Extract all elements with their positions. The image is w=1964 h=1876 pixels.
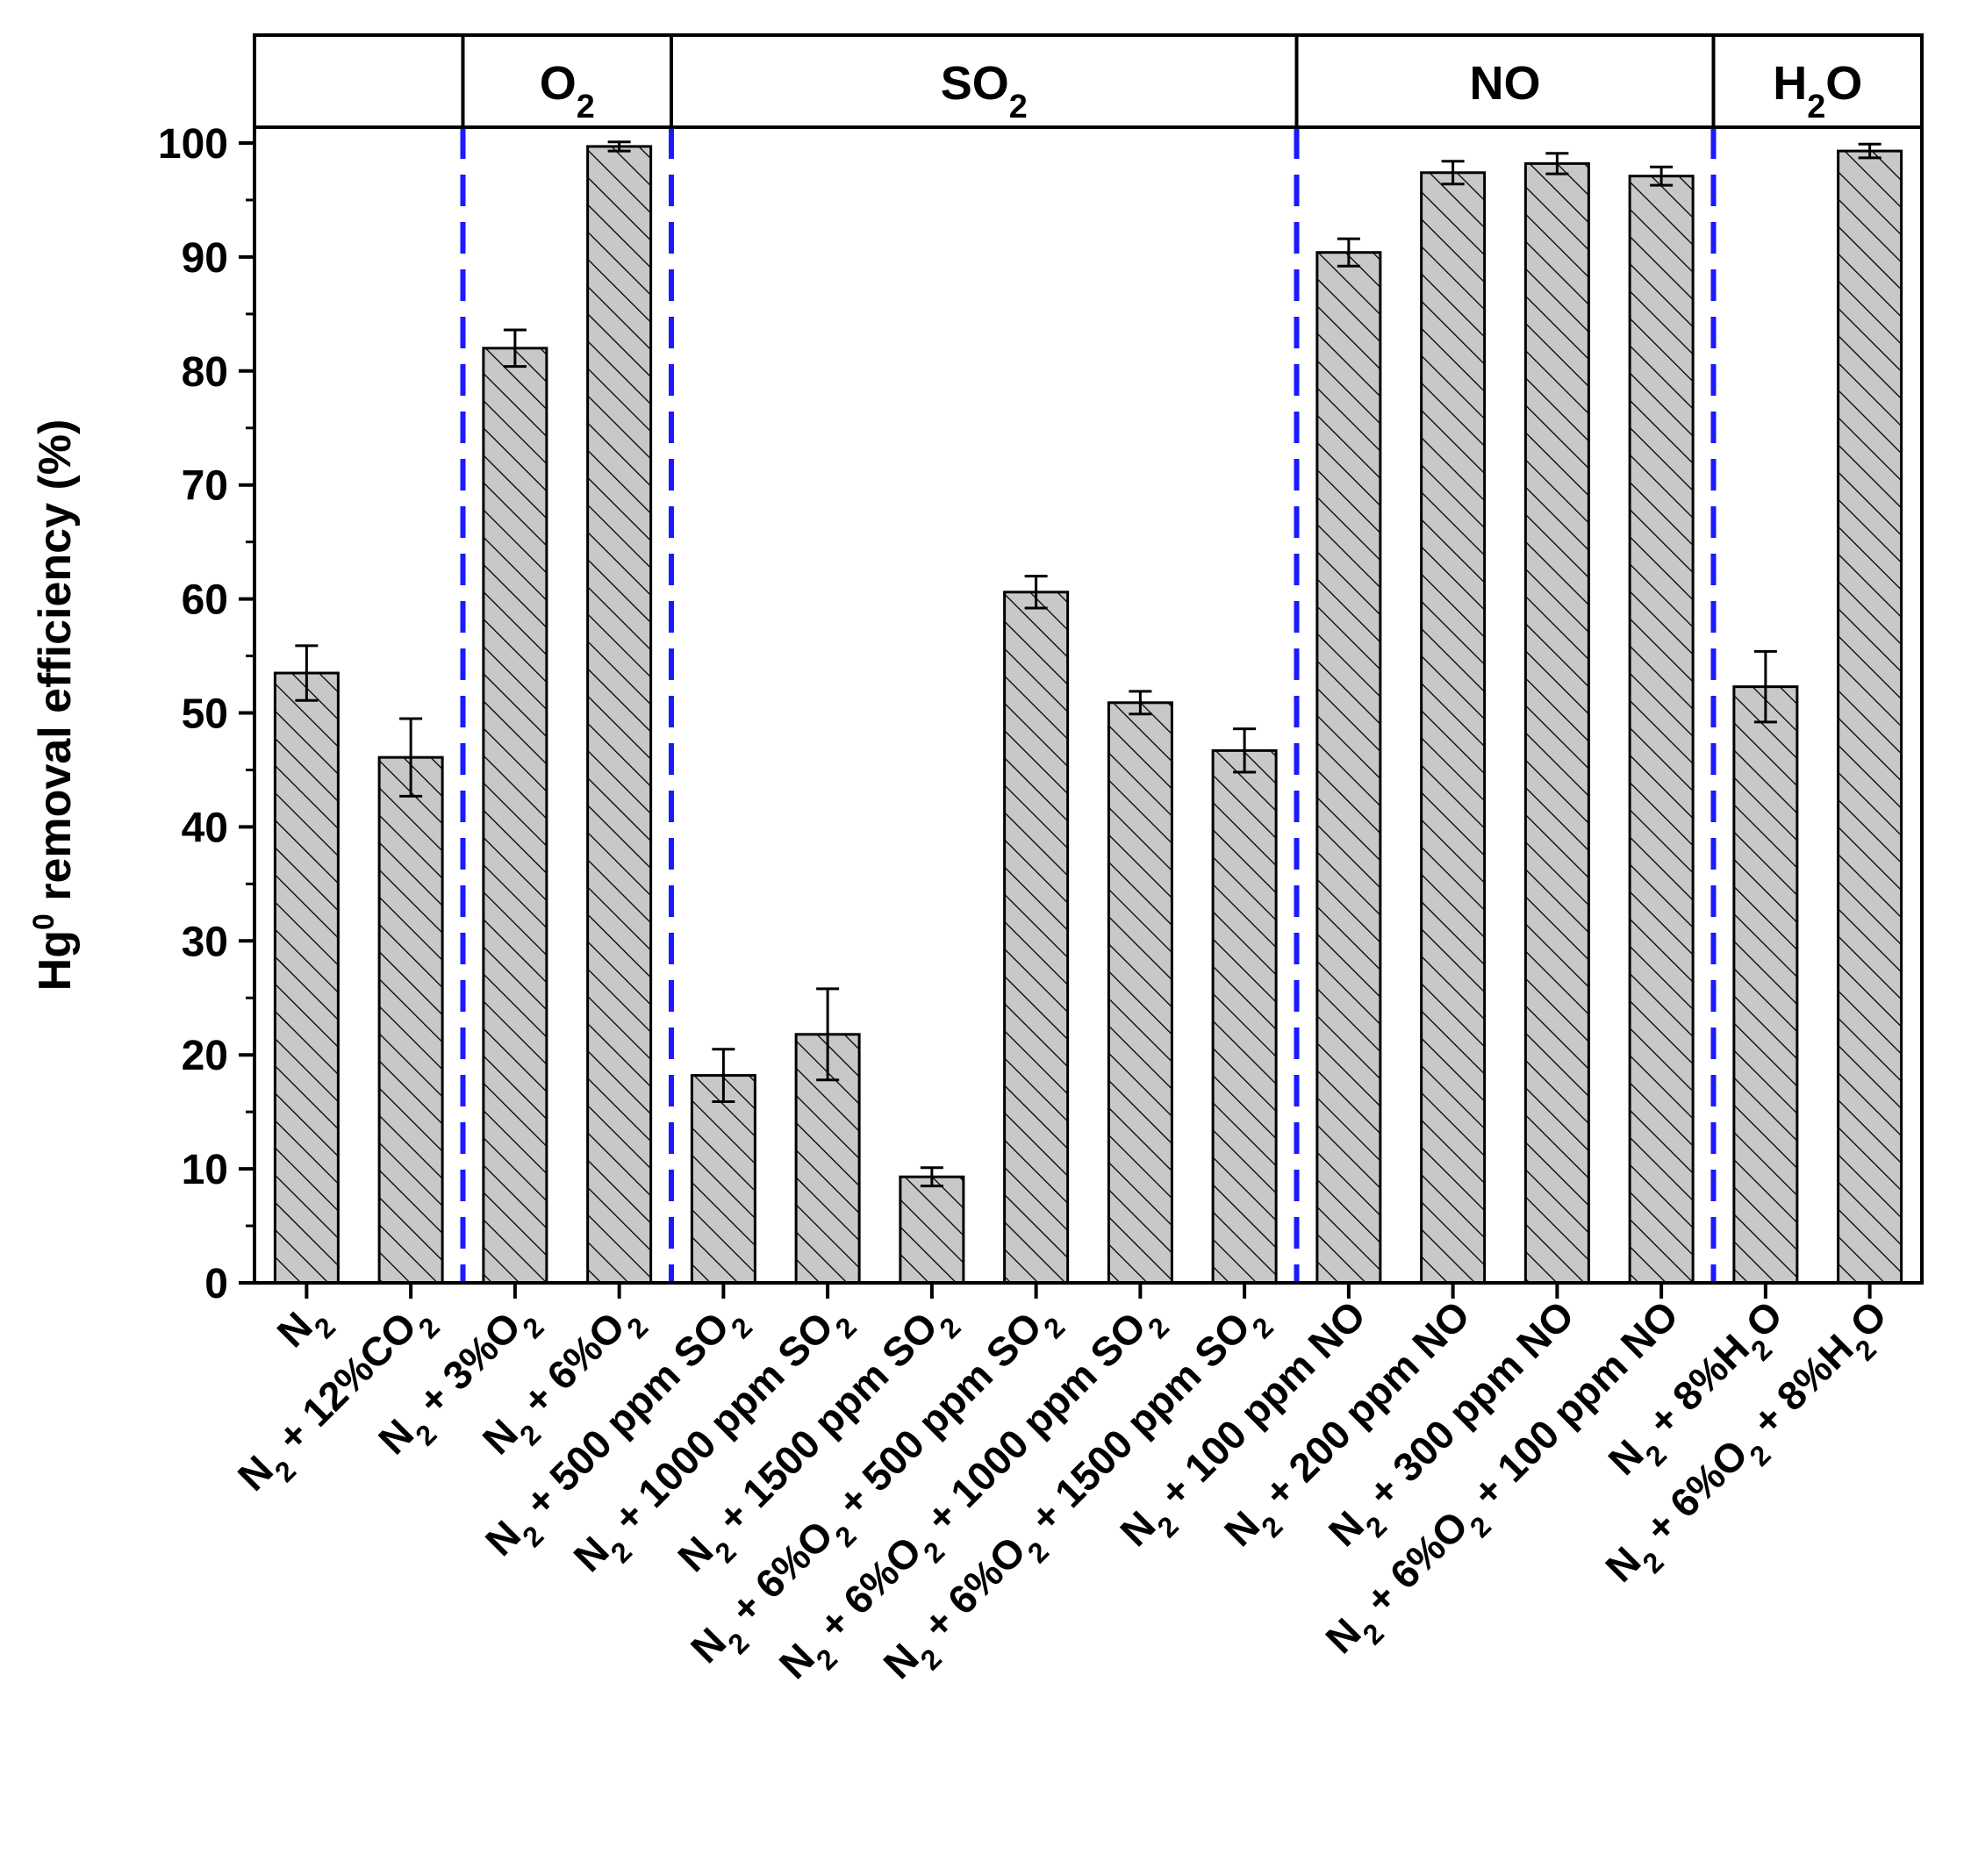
error-bar bbox=[920, 1166, 943, 1188]
label-part: N bbox=[1320, 1502, 1373, 1555]
y-tick-label: 50 bbox=[182, 691, 228, 738]
error-bar bbox=[816, 987, 840, 1082]
subscript: 2 bbox=[1009, 89, 1028, 125]
plot-frame bbox=[253, 33, 1924, 1285]
y-tick-label: 100 bbox=[158, 121, 228, 168]
bar bbox=[1628, 175, 1695, 1285]
group-label: NO bbox=[1470, 57, 1541, 110]
label-part: NO bbox=[1470, 57, 1541, 110]
label-part: H bbox=[1773, 57, 1807, 110]
label-part: N bbox=[477, 1512, 529, 1565]
bar bbox=[1211, 748, 1278, 1285]
label-part: N bbox=[1599, 1431, 1652, 1484]
bar bbox=[482, 347, 548, 1285]
y-tick-label: 0 bbox=[204, 1261, 228, 1307]
label-part: O bbox=[540, 57, 577, 110]
label-part: N bbox=[229, 1447, 282, 1500]
group-label: H2O bbox=[1773, 57, 1862, 125]
y-tick-label: 80 bbox=[182, 349, 228, 396]
label-part: O bbox=[1825, 57, 1862, 110]
error-bar bbox=[1858, 142, 1882, 160]
bar bbox=[586, 145, 653, 1285]
error-bar bbox=[1753, 649, 1777, 724]
bar bbox=[1837, 149, 1903, 1285]
group-header: O2 SO2 NO H2O bbox=[540, 57, 1863, 125]
y-tick-label: 90 bbox=[182, 235, 228, 282]
label-part: N bbox=[564, 1528, 617, 1580]
error-bar bbox=[1233, 727, 1257, 774]
y-title-superscript: 0 bbox=[27, 913, 61, 930]
bar bbox=[1003, 591, 1070, 1285]
y-tick-label: 60 bbox=[182, 577, 228, 624]
y-tick-label: 40 bbox=[182, 805, 228, 851]
y-tick-label: 70 bbox=[182, 463, 228, 510]
error-bar bbox=[1024, 575, 1048, 610]
bar bbox=[1420, 171, 1487, 1285]
label-part: N bbox=[1316, 1609, 1369, 1662]
label-part: N bbox=[669, 1528, 721, 1580]
y-title-base: Hg bbox=[30, 930, 81, 991]
bar bbox=[899, 1175, 965, 1285]
y-axis: 0 10 20 30 40 50 60 70 80 90 100 bbox=[158, 121, 254, 1307]
label-part: N bbox=[682, 1619, 735, 1672]
label-part: N bbox=[1215, 1502, 1268, 1555]
y-tick-label: 10 bbox=[182, 1147, 228, 1193]
label-part: N bbox=[874, 1635, 927, 1687]
label-part: N bbox=[474, 1410, 527, 1463]
error-bar bbox=[1650, 165, 1674, 187]
x-category-label: N2 bbox=[269, 1292, 342, 1365]
error-bar bbox=[1441, 160, 1465, 186]
subscript: 2 bbox=[1807, 89, 1825, 125]
bar bbox=[1732, 685, 1799, 1285]
error-bar bbox=[712, 1048, 735, 1103]
y-axis-title: Hg0 removal efficiency (%) bbox=[27, 419, 81, 992]
bar bbox=[690, 1074, 756, 1285]
label-part: N bbox=[269, 1303, 321, 1356]
group-label: SO2 bbox=[941, 57, 1028, 125]
y-tick-label: 30 bbox=[182, 919, 228, 965]
error-bar bbox=[399, 717, 423, 798]
label-part: O bbox=[1737, 1292, 1791, 1346]
bar bbox=[377, 755, 444, 1285]
error-bar bbox=[1129, 690, 1152, 716]
label-part: N bbox=[369, 1410, 422, 1463]
subscript: 2 bbox=[577, 89, 595, 125]
y-title-rest: removal efficiency (%) bbox=[30, 419, 81, 914]
group-label: O2 bbox=[540, 57, 595, 125]
bar bbox=[1523, 161, 1590, 1285]
label-part: N bbox=[1596, 1538, 1649, 1591]
label-part: O bbox=[1841, 1292, 1896, 1346]
label-part: SO bbox=[941, 57, 1009, 110]
error-bar bbox=[503, 328, 527, 369]
group-dividers bbox=[460, 127, 1717, 1283]
bar bbox=[1315, 251, 1382, 1285]
bars-layer bbox=[273, 140, 1903, 1285]
error-bar bbox=[607, 140, 631, 153]
header-band bbox=[253, 33, 1924, 129]
label-part: N bbox=[1111, 1502, 1164, 1555]
error-bar bbox=[1337, 237, 1360, 268]
y-tick-label: 20 bbox=[182, 1033, 228, 1079]
error-bar bbox=[1545, 152, 1569, 175]
error-bar bbox=[295, 644, 319, 702]
bar bbox=[1107, 701, 1173, 1285]
bar bbox=[273, 671, 340, 1285]
label-part: N bbox=[771, 1635, 823, 1687]
